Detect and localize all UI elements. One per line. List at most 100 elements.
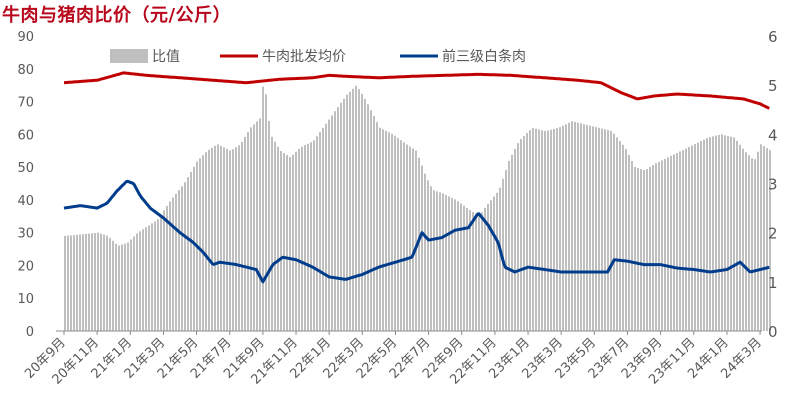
bar-93 bbox=[343, 98, 345, 331]
bar-117 bbox=[415, 150, 417, 331]
bar-38 bbox=[178, 190, 180, 331]
bar-6 bbox=[82, 234, 84, 331]
bar-48 bbox=[208, 149, 210, 331]
bar-12 bbox=[100, 233, 102, 331]
left-tick-20: 20 bbox=[17, 259, 34, 274]
bar-132 bbox=[460, 203, 462, 331]
bar-79 bbox=[301, 146, 303, 331]
bar-221 bbox=[727, 136, 729, 331]
bar-118 bbox=[418, 157, 420, 331]
bar-158 bbox=[538, 129, 540, 331]
bar-36 bbox=[172, 197, 174, 331]
bar-100 bbox=[364, 98, 366, 332]
bar-161 bbox=[547, 130, 549, 331]
bar-13 bbox=[103, 234, 105, 331]
bar-2 bbox=[70, 235, 72, 331]
bar-226 bbox=[742, 148, 744, 331]
bar-17 bbox=[115, 243, 117, 331]
bar-41 bbox=[187, 177, 189, 331]
bar-64 bbox=[256, 121, 258, 331]
bar-126 bbox=[442, 193, 444, 331]
bar-131 bbox=[457, 201, 459, 331]
bar-33 bbox=[163, 210, 165, 331]
bar-111 bbox=[397, 137, 399, 331]
bar-213 bbox=[703, 139, 705, 331]
bar-116 bbox=[412, 148, 414, 331]
bar-200 bbox=[664, 158, 666, 331]
bar-8 bbox=[88, 233, 90, 331]
bar-159 bbox=[541, 130, 543, 331]
bar-199 bbox=[661, 160, 663, 331]
bar-231 bbox=[757, 151, 759, 331]
bar-95 bbox=[349, 91, 351, 331]
bar-77 bbox=[295, 151, 297, 331]
bar-208 bbox=[688, 147, 690, 331]
bar-174 bbox=[586, 124, 588, 332]
bar-203 bbox=[673, 154, 675, 331]
bar-222 bbox=[730, 136, 732, 331]
bar-101 bbox=[367, 104, 369, 331]
bar-106 bbox=[382, 129, 384, 331]
bar-144 bbox=[496, 192, 498, 331]
bar-69 bbox=[271, 136, 273, 331]
bar-145 bbox=[499, 187, 501, 331]
bar-205 bbox=[679, 151, 681, 331]
bar-168 bbox=[568, 122, 570, 331]
legend-label-1: 牛肉批发均价 bbox=[262, 49, 346, 65]
bar-88 bbox=[328, 119, 330, 331]
bar-204 bbox=[676, 153, 678, 331]
bar-10 bbox=[94, 233, 96, 331]
bar-127 bbox=[445, 194, 447, 331]
bar-86 bbox=[322, 127, 324, 332]
bar-99 bbox=[361, 93, 363, 332]
bar-53 bbox=[223, 147, 225, 331]
left-tick-80: 80 bbox=[17, 63, 34, 78]
bar-157 bbox=[535, 128, 537, 331]
bar-19 bbox=[121, 244, 123, 331]
bar-98 bbox=[358, 89, 360, 331]
bar-109 bbox=[391, 133, 393, 331]
bar-211 bbox=[697, 142, 699, 331]
bar-18 bbox=[118, 245, 120, 331]
bar-60 bbox=[244, 137, 246, 331]
bar-197 bbox=[655, 163, 657, 331]
bar-90 bbox=[334, 111, 336, 331]
bar-22 bbox=[130, 239, 132, 331]
bar-50 bbox=[214, 145, 216, 331]
bar-81 bbox=[307, 143, 309, 331]
right-tick-0: 0 bbox=[768, 323, 778, 341]
bar-62 bbox=[250, 127, 252, 332]
bar-34 bbox=[166, 205, 168, 331]
bar-series-ratio bbox=[64, 85, 771, 332]
bar-24 bbox=[136, 233, 138, 331]
bar-171 bbox=[577, 122, 579, 331]
bar-37 bbox=[175, 193, 177, 331]
bar-42 bbox=[190, 171, 192, 331]
bar-181 bbox=[607, 130, 609, 331]
bar-165 bbox=[559, 127, 561, 331]
bar-215 bbox=[709, 137, 711, 331]
bar-14 bbox=[106, 235, 108, 331]
bar-190 bbox=[634, 166, 636, 331]
left-tick-50: 50 bbox=[17, 161, 34, 176]
bar-178 bbox=[598, 127, 600, 332]
bar-206 bbox=[682, 150, 684, 331]
bar-73 bbox=[283, 153, 285, 331]
bar-63 bbox=[253, 124, 255, 332]
bar-74 bbox=[286, 155, 288, 331]
bar-173 bbox=[583, 124, 585, 331]
bar-9 bbox=[91, 233, 93, 331]
right-tick-1: 1 bbox=[768, 274, 778, 292]
bar-46 bbox=[202, 155, 204, 331]
bar-107 bbox=[385, 130, 387, 331]
bar-104 bbox=[376, 122, 378, 331]
bar-58 bbox=[238, 145, 240, 331]
bar-195 bbox=[649, 167, 651, 331]
right-tick-5: 5 bbox=[768, 77, 778, 95]
legend-label-0: 比值 bbox=[152, 49, 180, 65]
bar-65 bbox=[259, 118, 261, 331]
bar-180 bbox=[604, 129, 606, 331]
legend-label-2: 前三级白条肉 bbox=[442, 48, 526, 65]
page-title: 牛肉与猪肉比价（元/公斤） bbox=[2, 5, 232, 26]
bar-66 bbox=[262, 86, 264, 331]
